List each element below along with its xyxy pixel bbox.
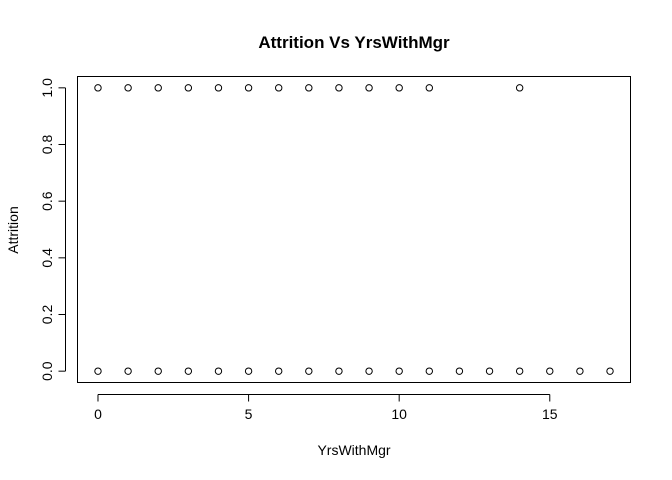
y-tick-label: 0.0 (39, 361, 55, 381)
data-point (485, 367, 494, 375)
data-point (244, 367, 253, 375)
data-point (335, 84, 343, 92)
data-point (606, 367, 614, 375)
y-axis: 0.0 0.2 0.4 0.6 0.8 1.0 (39, 78, 66, 381)
data-points (94, 84, 614, 375)
chart-title: Attrition Vs YrsWithMgr (258, 33, 450, 52)
y-tick-label: 1.0 (39, 78, 55, 98)
data-point (335, 367, 343, 375)
y-tick-label: 0.4 (39, 248, 55, 268)
data-point (94, 84, 102, 92)
x-axis-label: YrsWithMgr (317, 442, 390, 458)
data-point (214, 84, 223, 92)
x-tick-label: 15 (542, 406, 558, 422)
y-tick-label: 0.6 (39, 191, 55, 211)
data-point (515, 367, 524, 375)
y-axis-label: Attrition (5, 206, 21, 253)
data-point (546, 367, 554, 375)
data-point (425, 84, 433, 92)
data-point (275, 84, 283, 92)
data-point (365, 367, 373, 375)
x-tick-label: 5 (245, 406, 253, 422)
data-point (94, 367, 102, 375)
data-point (365, 84, 373, 92)
data-point (244, 84, 253, 92)
data-point (154, 367, 162, 375)
data-point (154, 84, 162, 92)
data-point (124, 84, 132, 92)
data-point (576, 367, 584, 375)
data-point (455, 367, 464, 375)
x-axis: 0 5 10 15 (94, 394, 558, 422)
data-point (214, 367, 223, 375)
data-point (124, 367, 132, 375)
data-point (184, 367, 193, 375)
data-point (275, 367, 283, 375)
data-point (305, 84, 313, 92)
x-tick-label: 10 (391, 406, 407, 422)
data-point (395, 367, 403, 375)
data-point (425, 367, 433, 375)
data-point (515, 84, 524, 92)
y-tick-label: 0.8 (39, 135, 55, 155)
data-point (395, 84, 403, 92)
x-tick-label: 0 (94, 406, 102, 422)
y-tick-label: 0.2 (39, 305, 55, 325)
plot-frame (77, 76, 631, 383)
data-point (305, 367, 313, 375)
data-point (184, 84, 193, 92)
